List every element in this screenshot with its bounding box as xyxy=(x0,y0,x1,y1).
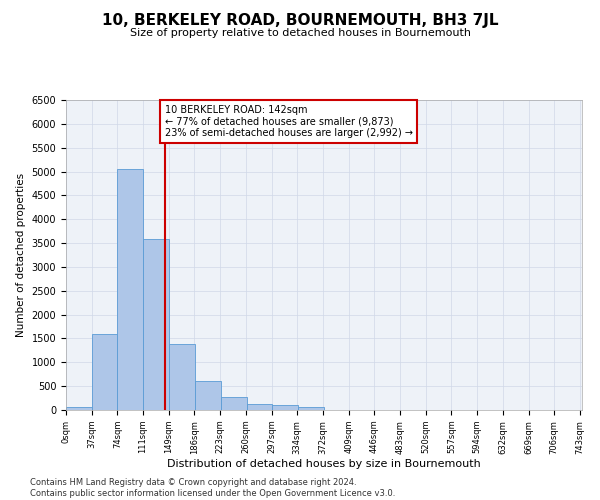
Text: 10, BERKELEY ROAD, BOURNEMOUTH, BH3 7JL: 10, BERKELEY ROAD, BOURNEMOUTH, BH3 7JL xyxy=(102,12,498,28)
Text: 10 BERKELEY ROAD: 142sqm
← 77% of detached houses are smaller (9,873)
23% of sem: 10 BERKELEY ROAD: 142sqm ← 77% of detach… xyxy=(164,105,413,138)
Bar xyxy=(221,396,247,410)
Bar xyxy=(92,334,118,410)
X-axis label: Distribution of detached houses by size in Bournemouth: Distribution of detached houses by size … xyxy=(167,459,481,469)
Bar xyxy=(169,344,195,410)
Bar xyxy=(118,169,143,410)
Y-axis label: Number of detached properties: Number of detached properties xyxy=(16,173,26,337)
Bar xyxy=(298,406,323,410)
Text: Size of property relative to detached houses in Bournemouth: Size of property relative to detached ho… xyxy=(130,28,470,38)
Bar xyxy=(195,382,221,410)
Bar xyxy=(143,240,169,410)
Text: Contains HM Land Registry data © Crown copyright and database right 2024.
Contai: Contains HM Land Registry data © Crown c… xyxy=(30,478,395,498)
Bar xyxy=(66,407,92,410)
Bar xyxy=(247,404,272,410)
Bar xyxy=(272,405,298,410)
